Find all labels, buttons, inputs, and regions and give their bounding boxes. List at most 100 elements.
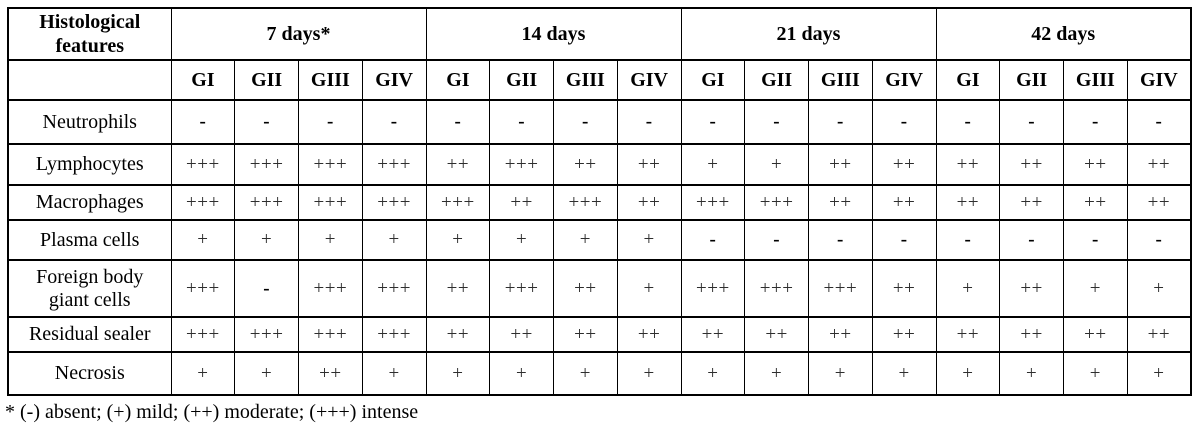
table-row: Plasma cells + + + + + + + + - - - - - - - - xyxy=(7,219,1192,261)
feature-label: Foreign body giant cells xyxy=(7,259,172,318)
value-cell: ++ xyxy=(553,316,618,353)
value-cell: - xyxy=(234,259,299,318)
value-cell: +++ xyxy=(744,184,809,221)
group-header: GIV xyxy=(616,59,682,101)
value-cell: +++ xyxy=(234,184,299,221)
value-cell: - xyxy=(553,99,618,145)
value-cell: + xyxy=(489,351,554,396)
value-cell: - xyxy=(744,99,809,145)
feature-label: Plasma cells xyxy=(7,219,172,261)
value-cell: +++ xyxy=(170,316,236,353)
value-cell: +++ xyxy=(170,259,236,318)
value-cell: + xyxy=(170,219,236,261)
table-row: Lymphocytes +++ +++ +++ +++ ++ +++ ++ ++ + + ++ ++ ++… xyxy=(7,143,1192,186)
value-cell: - xyxy=(425,99,491,145)
group-header: GIII xyxy=(298,59,363,101)
value-cell: + xyxy=(616,259,682,318)
group-header: GI xyxy=(680,59,746,101)
value-cell: +++ xyxy=(361,143,427,186)
feature-label: Necrosis xyxy=(7,351,172,396)
period-header-3: 42 days xyxy=(935,7,1192,61)
value-cell: + xyxy=(744,143,809,186)
feature-label: Neutrophils xyxy=(7,99,172,145)
value-cell: ++ xyxy=(808,316,873,353)
value-cell: ++ xyxy=(1126,316,1192,353)
group-header: GIV xyxy=(1126,59,1192,101)
value-cell: + xyxy=(361,351,427,396)
value-cell: + xyxy=(1063,351,1128,396)
value-cell: +++ xyxy=(680,184,746,221)
value-cell: ++ xyxy=(999,259,1064,318)
value-cell: + xyxy=(1126,351,1192,396)
value-cell: - xyxy=(298,99,363,145)
period-header-2: 21 days xyxy=(680,7,937,61)
value-cell: + xyxy=(234,351,299,396)
value-cell: - xyxy=(999,99,1064,145)
value-cell: ++ xyxy=(808,184,873,221)
value-cell: - xyxy=(1063,99,1128,145)
value-cell: ++ xyxy=(935,184,1001,221)
value-cell: + xyxy=(1126,259,1192,318)
value-cell: + xyxy=(935,351,1001,396)
value-cell: + xyxy=(680,143,746,186)
value-cell: ++ xyxy=(425,259,491,318)
value-cell: + xyxy=(680,351,746,396)
header-row-periods: Histological features 7 days* 14 days 21 da… xyxy=(7,7,1192,61)
value-cell: +++ xyxy=(298,143,363,186)
group-header: GIII xyxy=(808,59,873,101)
value-cell: ++ xyxy=(616,184,682,221)
value-cell: - xyxy=(935,99,1001,145)
value-cell: - xyxy=(744,219,809,261)
feature-label: Lymphocytes xyxy=(7,143,172,186)
value-cell: + xyxy=(616,219,682,261)
value-cell: +++ xyxy=(680,259,746,318)
value-cell: +++ xyxy=(361,184,427,221)
value-cell: - xyxy=(680,219,746,261)
group-header: GII xyxy=(999,59,1064,101)
period-header-0: 7 days* xyxy=(170,7,427,61)
value-cell: + xyxy=(425,351,491,396)
value-cell: +++ xyxy=(298,259,363,318)
value-cell: ++ xyxy=(616,316,682,353)
value-cell: +++ xyxy=(744,259,809,318)
table-row: Foreign body giant cells +++ - +++ +++ ++ +++ +… xyxy=(7,259,1192,318)
histology-table: Histological features 7 days* 14 days 21 da… xyxy=(7,7,1192,396)
value-cell: + xyxy=(170,351,236,396)
blank-header-cell xyxy=(7,59,172,101)
value-cell: +++ xyxy=(298,184,363,221)
value-cell: - xyxy=(1063,219,1128,261)
value-cell: ++ xyxy=(744,316,809,353)
value-cell: +++ xyxy=(234,316,299,353)
value-cell: +++ xyxy=(553,184,618,221)
value-cell: ++ xyxy=(1126,143,1192,186)
value-cell: ++ xyxy=(616,143,682,186)
value-cell: - xyxy=(680,99,746,145)
value-cell: + xyxy=(425,219,491,261)
table-row: Macrophages +++ +++ +++ +++ +++ ++ +++ ++ +++ +++ +… xyxy=(7,184,1192,221)
value-cell: +++ xyxy=(361,259,427,318)
group-header: GI xyxy=(425,59,491,101)
value-cell: + xyxy=(298,219,363,261)
value-cell: ++ xyxy=(935,316,1001,353)
value-cell: ++ xyxy=(425,143,491,186)
value-cell: ++ xyxy=(999,143,1064,186)
value-cell: ++ xyxy=(1063,316,1128,353)
value-cell: ++ xyxy=(553,143,618,186)
group-header: GIV xyxy=(361,59,427,101)
table-row: Residual sealer +++ +++ +++ +++ ++ ++ ++ ++ ++ ++ +… xyxy=(7,316,1192,353)
group-header: GII xyxy=(489,59,554,101)
value-cell: + xyxy=(234,219,299,261)
value-cell: - xyxy=(1126,99,1192,145)
table-row: Neutrophils - - - - - - - - - - - - - - - - xyxy=(7,99,1192,145)
value-cell: ++ xyxy=(935,143,1001,186)
group-header: GI xyxy=(170,59,236,101)
value-cell: + xyxy=(871,351,937,396)
value-cell: ++ xyxy=(425,316,491,353)
group-header: GII xyxy=(744,59,809,101)
value-cell: ++ xyxy=(680,316,746,353)
value-cell: +++ xyxy=(425,184,491,221)
value-cell: ++ xyxy=(553,259,618,318)
value-cell: ++ xyxy=(999,184,1064,221)
value-cell: - xyxy=(170,99,236,145)
value-cell: ++ xyxy=(871,316,937,353)
